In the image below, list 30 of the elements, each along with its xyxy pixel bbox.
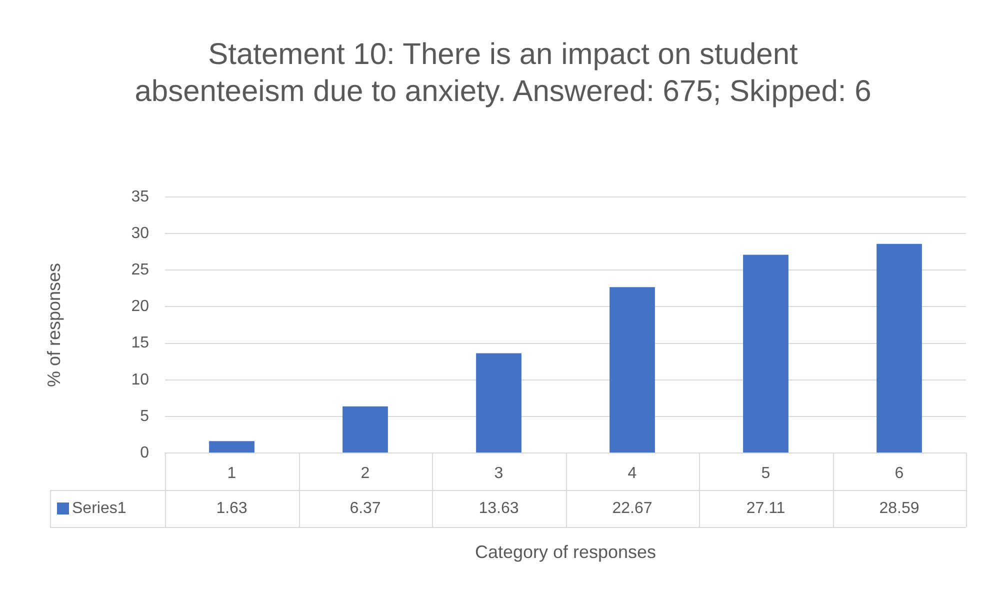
- x-tick-label: 6: [894, 465, 904, 482]
- y-tick-label: 30: [131, 224, 150, 242]
- y-tick-label: 0: [140, 444, 150, 462]
- data-label: 6.37: [350, 500, 381, 517]
- y-tick-label: 35: [131, 188, 150, 206]
- chart-title: Statement 10: There is an impact on student absenteeism due to anxiety. Answered: 675; Skipped: 6: [134, 37, 872, 110]
- legend-label: Series1: [72, 500, 126, 517]
- x-tick-label: 1: [227, 465, 236, 482]
- data-label: 22.67: [612, 500, 652, 517]
- bar: [743, 254, 788, 452]
- data-label: 28.59: [879, 500, 920, 517]
- y-tick-label: 15: [131, 334, 150, 352]
- bar: [610, 287, 655, 452]
- bar: [209, 441, 254, 452]
- y-tick-label: 20: [131, 298, 150, 316]
- y-axis-title: % of responses: [44, 262, 64, 388]
- x-tick-label: 4: [628, 465, 637, 482]
- x-tick-label: 5: [761, 465, 770, 482]
- y-tick-label: 10: [131, 371, 150, 388]
- x-tick-label: 2: [360, 465, 370, 482]
- bar: [476, 353, 522, 452]
- bar: [342, 406, 388, 452]
- y-tick-label: 25: [131, 262, 150, 279]
- data-label: 27.11: [746, 500, 786, 517]
- data-label: 13.63: [478, 500, 519, 517]
- data-label: 1.63: [216, 500, 248, 517]
- x-axis-title: Category of responses: [474, 542, 656, 562]
- bar: [876, 244, 922, 452]
- y-tick-label: 5: [140, 408, 150, 425]
- x-tick-label: 3: [494, 465, 504, 482]
